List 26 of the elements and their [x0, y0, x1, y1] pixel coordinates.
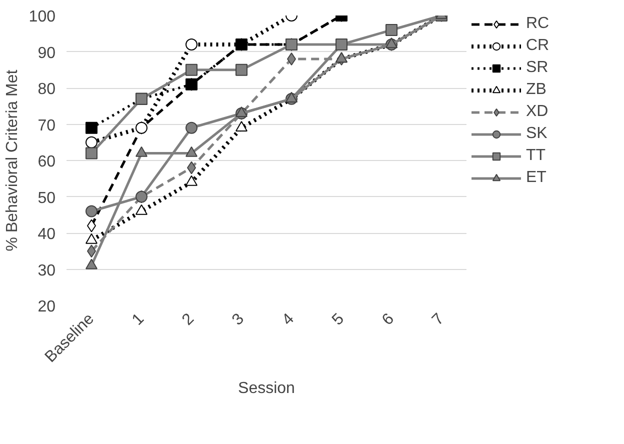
x-tick-label: 4 — [279, 310, 298, 329]
y-tick-label: 80 — [38, 81, 56, 98]
legend-label: TT — [526, 147, 546, 165]
y-tick-label: 100 — [28, 8, 56, 26]
legend-label: XD — [526, 103, 548, 121]
y-tick-label: 30 — [38, 262, 56, 280]
x-tick-label: 3 — [229, 310, 248, 329]
legend-label: RC — [526, 15, 550, 33]
legend-label: SK — [526, 125, 548, 143]
legend-label: ET — [526, 169, 546, 187]
legend-label: CR — [526, 37, 550, 55]
y-tick-label: 20 — [38, 298, 56, 316]
x-tick-label: 5 — [329, 310, 348, 329]
legend-label: ZB — [526, 81, 546, 99]
legend-label: SR — [526, 59, 548, 77]
x-axis-title: Session — [238, 380, 295, 397]
x-tick-label: 1 — [129, 310, 148, 329]
y-axis-title: % Behavioral Criteria Met — [4, 69, 21, 252]
y-tick-label: 60 — [38, 154, 56, 170]
y-tick-label: 90 — [38, 44, 56, 62]
x-tick-label: 6 — [379, 310, 398, 329]
x-tick-label: 7 — [429, 310, 448, 329]
y-tick-label: 70 — [38, 117, 56, 134]
y-tick-label: 40 — [38, 226, 56, 243]
y-tick-label: 50 — [38, 190, 56, 207]
x-tick-label: 2 — [179, 310, 198, 329]
